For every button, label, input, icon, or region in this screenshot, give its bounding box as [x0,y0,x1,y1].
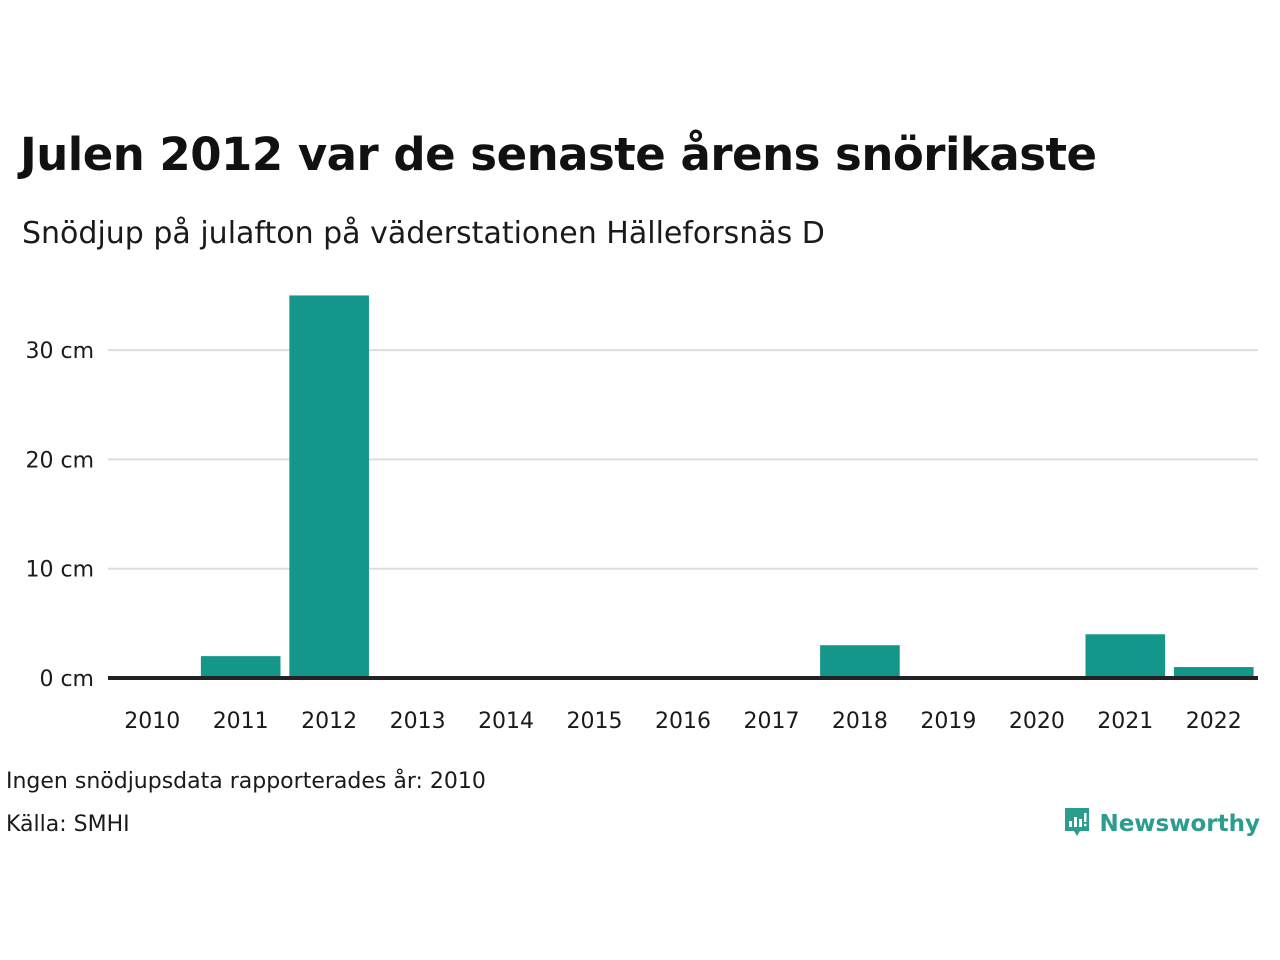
y-tick-label: 10 cm [25,558,94,583]
y-tick-label: 20 cm [25,448,94,473]
x-tick-label: 2011 [213,709,269,734]
x-tick-label: 2015 [567,709,623,734]
bars [200,295,1254,678]
y-axis: 0 cm 10 cm 20 cm 30 cm [25,339,94,692]
bar-2012 [289,295,369,678]
x-tick-label: 2019 [920,709,976,734]
chart-title: Julen 2012 var de senaste årens snörikas… [20,128,1097,181]
bar-2022 [1173,667,1254,678]
gridlines [108,349,1258,570]
x-tick-label: 2018 [832,709,888,734]
source-label: Källa: SMHI [6,812,130,837]
y-tick-label: 30 cm [25,339,94,364]
x-tick-label: 2010 [124,709,180,734]
x-tick-label: 2016 [655,709,711,734]
y-tick-label: 0 cm [39,667,94,692]
x-tick-label: 2022 [1186,709,1242,734]
chart-subtitle: Snödjup på julafton på väderstationen Hä… [22,216,825,251]
x-tick-label: 2012 [301,709,357,734]
bar-2011 [200,656,281,678]
newsworthy-logo-icon [1063,806,1091,842]
x-tick-label: 2020 [1009,709,1065,734]
bar-2021 [1085,634,1166,678]
bar-chart: 0 cm 10 cm 20 cm 30 cm 2010 2011 2012 2013 2014… [25,295,1258,734]
x-tick-label: 2014 [478,709,534,734]
newsworthy-wordmark: Newsworthy [1099,811,1260,837]
newsworthy-brand[interactable]: Newsworthy [1063,806,1260,842]
x-tick-label: 2013 [390,709,446,734]
missing-data-note: Ingen snödjupsdata rapporterades år: 201… [6,769,486,794]
bar-2018 [820,645,900,678]
x-tick-label: 2021 [1097,709,1153,734]
x-axis: 2010 2011 2012 2013 2014 2015 2016 2017 2018 2019… [108,676,1258,734]
x-tick-label: 2017 [743,709,799,734]
